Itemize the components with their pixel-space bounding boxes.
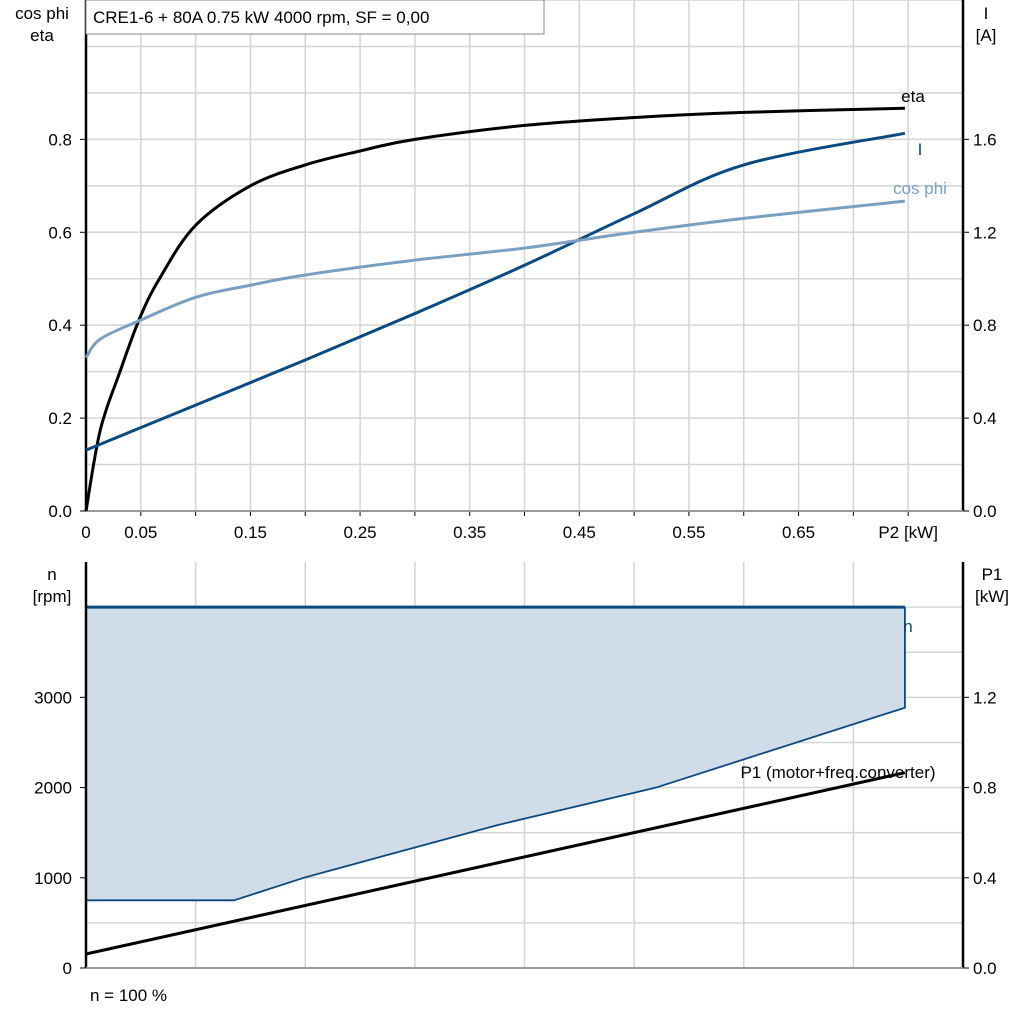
y-left-tick-label: 0 bbox=[63, 959, 72, 978]
x-tick-label: 0.05 bbox=[124, 523, 157, 542]
y-right-tick-label: 1.2 bbox=[973, 688, 997, 707]
y-left-label: n bbox=[47, 565, 56, 584]
series-label-n: n bbox=[903, 617, 912, 636]
series-line-I bbox=[85, 131, 906, 452]
y-right-tick-label: 0.0 bbox=[973, 502, 997, 521]
x-tick-label: 0.55 bbox=[672, 523, 705, 542]
y-left-tick-label: 0.6 bbox=[48, 223, 72, 242]
x-tick-label: 0.15 bbox=[234, 523, 267, 542]
series-line-n-min bbox=[86, 607, 906, 902]
series-line-cos-phi bbox=[84, 199, 906, 359]
x-tick-label: 0 bbox=[81, 523, 90, 542]
y-left-tick-label: 2000 bbox=[34, 779, 72, 798]
y-right-tick-label: 0.8 bbox=[973, 779, 997, 798]
title-box bbox=[85, 0, 545, 35]
speed-footer: n = 100 % bbox=[90, 986, 167, 1005]
series-line-eta bbox=[84, 106, 905, 512]
series-label-I: I bbox=[918, 140, 923, 159]
y-left-tick-label: 0.4 bbox=[48, 316, 72, 335]
speed-range-area bbox=[86, 607, 905, 901]
y-right-label: P1 bbox=[982, 565, 1003, 584]
y-right-label: I bbox=[984, 4, 989, 23]
chart-title: CRE1-6 + 80A 0.75 kW 4000 rpm, SF = 0,00 bbox=[93, 8, 429, 27]
y-right-tick-label: 0.8 bbox=[973, 316, 997, 335]
y-right-tick-label: 0.4 bbox=[973, 409, 997, 428]
y-right-tick-label: 0.0 bbox=[973, 959, 997, 978]
y-right-tick-label: 0.4 bbox=[973, 869, 997, 888]
y-right-tick-label: 1.2 bbox=[973, 223, 997, 242]
x-tick-label: 0.35 bbox=[453, 523, 486, 542]
x-axis-label: P2 [kW] bbox=[878, 523, 938, 542]
y-left-label: [rpm] bbox=[33, 587, 72, 606]
x-tick-label: 0.25 bbox=[344, 523, 377, 542]
series-label-P1: P1 (motor+freq.converter) bbox=[740, 763, 935, 782]
y-left-tick-label: 3000 bbox=[34, 688, 72, 707]
y-right-label: [A] bbox=[976, 26, 997, 45]
y-left-tick-label: 0.8 bbox=[48, 130, 72, 149]
x-tick-label: 0.65 bbox=[782, 523, 815, 542]
y-left-label: eta bbox=[30, 26, 54, 45]
y-left-tick-label: 0.2 bbox=[48, 409, 72, 428]
y-right-label: [kW] bbox=[975, 587, 1009, 606]
y-left-tick-label: 1000 bbox=[34, 869, 72, 888]
x-tick-label: 0.45 bbox=[563, 523, 596, 542]
y-left-tick-label: 0.0 bbox=[48, 502, 72, 521]
series-label-cos-phi: cos phi bbox=[893, 179, 947, 198]
y-left-label: cos phi bbox=[15, 4, 69, 23]
series-label-eta: eta bbox=[901, 87, 925, 106]
series-line-P1 bbox=[85, 771, 906, 956]
y-right-tick-label: 1.6 bbox=[973, 130, 997, 149]
